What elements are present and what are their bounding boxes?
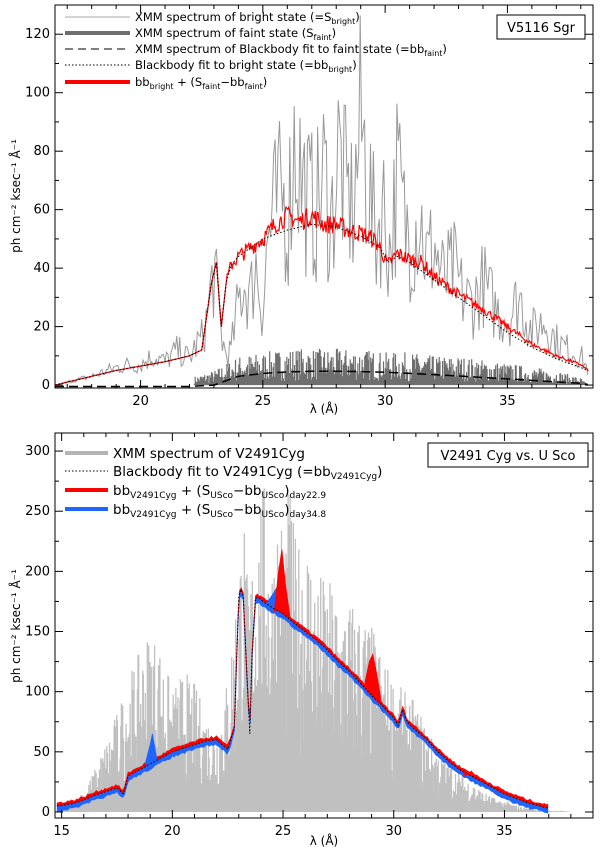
series-bb-bright xyxy=(55,223,589,386)
x-tick-label: 35 xyxy=(496,824,513,839)
bottom-axes-frame xyxy=(54,432,594,819)
x-tick-label: 15 xyxy=(53,824,70,839)
x-tick-label: 25 xyxy=(255,394,272,409)
x-tick-label: 30 xyxy=(385,824,402,839)
legend-label-day22: bbV2491Cyg + (SUSco−bbUSco)day22.9 xyxy=(113,483,326,501)
x-tick-label: 20 xyxy=(164,824,181,839)
x-tick-label: 25 xyxy=(275,824,292,839)
y-tick-label: 120 xyxy=(25,27,50,42)
legend-label-v2491cyg: XMM spectrum of V2491Cyg xyxy=(113,446,305,462)
top-panel: 20 25 30 35 0 20 40 60 80 100 120 ph cm⁻² ksec⁻¹ Å… xyxy=(8,4,594,416)
top-ylabel: ph cm⁻² ksec⁻¹ Å⁻¹ xyxy=(8,139,23,253)
series-bb-faint xyxy=(55,370,589,388)
top-legend: XMM spectrum of bright state (=Sbright) … xyxy=(65,10,447,91)
y-tick-label: 60 xyxy=(33,203,50,218)
y-tick-label: 80 xyxy=(33,144,50,159)
x-tick-label: 35 xyxy=(499,394,516,409)
bottom-ticks: 15 20 25 30 35 0 50 100 150 200 250 300 xyxy=(25,433,594,839)
bottom-panel: 15 20 25 30 35 0 50 100 150 200 250 300 ph cm⁻² kse… xyxy=(8,432,594,848)
legend-label-bright-state: XMM spectrum of bright state (=Sbright) xyxy=(135,10,360,26)
y-tick-label: 20 xyxy=(33,320,50,335)
series-faint-state xyxy=(193,348,588,386)
y-tick-label: 0 xyxy=(42,378,50,393)
top-xlabel: λ (Å) xyxy=(310,401,339,416)
legend-label-bb-v2491cyg: Blackbody fit to V2491Cyg (=bbV2491Cyg) xyxy=(113,464,382,482)
legend-label-faint-state: XMM spectrum of faint state (Sfaint) xyxy=(135,26,336,42)
top-axes-frame xyxy=(54,4,594,389)
series-bright-state xyxy=(55,15,589,386)
legend-label-day34: bbV2491Cyg + (SUSco−bbUSco)day34.8 xyxy=(113,502,326,520)
y-tick-label: 150 xyxy=(25,625,50,640)
series-day22-band xyxy=(56,587,549,809)
top-plot-area xyxy=(55,15,589,388)
bottom-ylabel: ph cm⁻² ksec⁻¹ Å⁻¹ xyxy=(8,569,23,683)
bottom-title-box xyxy=(427,442,589,468)
y-tick-label: 0 xyxy=(42,805,50,820)
legend-label-sum: bbbright + (Sfaint−bbfaint) xyxy=(135,75,267,91)
series-v2491cyg-spectrum xyxy=(60,488,571,812)
series-sum-red xyxy=(55,205,589,386)
top-title-box xyxy=(496,14,586,40)
y-tick-label: 200 xyxy=(25,564,50,579)
y-tick-label: 50 xyxy=(33,745,50,760)
bottom-legend: XMM spectrum of V2491Cyg Blackbody fit t… xyxy=(65,446,382,520)
y-tick-label: 300 xyxy=(25,444,50,459)
y-tick-label: 40 xyxy=(33,261,50,276)
feature-day22 xyxy=(273,549,291,621)
x-tick-label: 30 xyxy=(377,394,394,409)
bottom-title: V2491 Cyg vs. U Sco xyxy=(441,449,576,464)
top-ticks: 20 25 30 35 0 20 40 60 80 100 120 xyxy=(25,5,593,409)
legend-label-bb-faint: XMM spectrum of Blackbody fit to faint s… xyxy=(135,42,447,58)
y-tick-label: 100 xyxy=(25,685,50,700)
y-tick-label: 250 xyxy=(25,504,50,519)
legend-label-bb-bright: Blackbody fit to bright state (=bbbright… xyxy=(135,58,357,74)
bottom-xlabel: λ (Å) xyxy=(310,833,339,848)
top-title: V5116 Sgr xyxy=(507,21,576,36)
y-tick-label: 100 xyxy=(25,86,50,101)
bottom-plot-area xyxy=(56,488,571,814)
x-tick-label: 20 xyxy=(132,394,149,409)
